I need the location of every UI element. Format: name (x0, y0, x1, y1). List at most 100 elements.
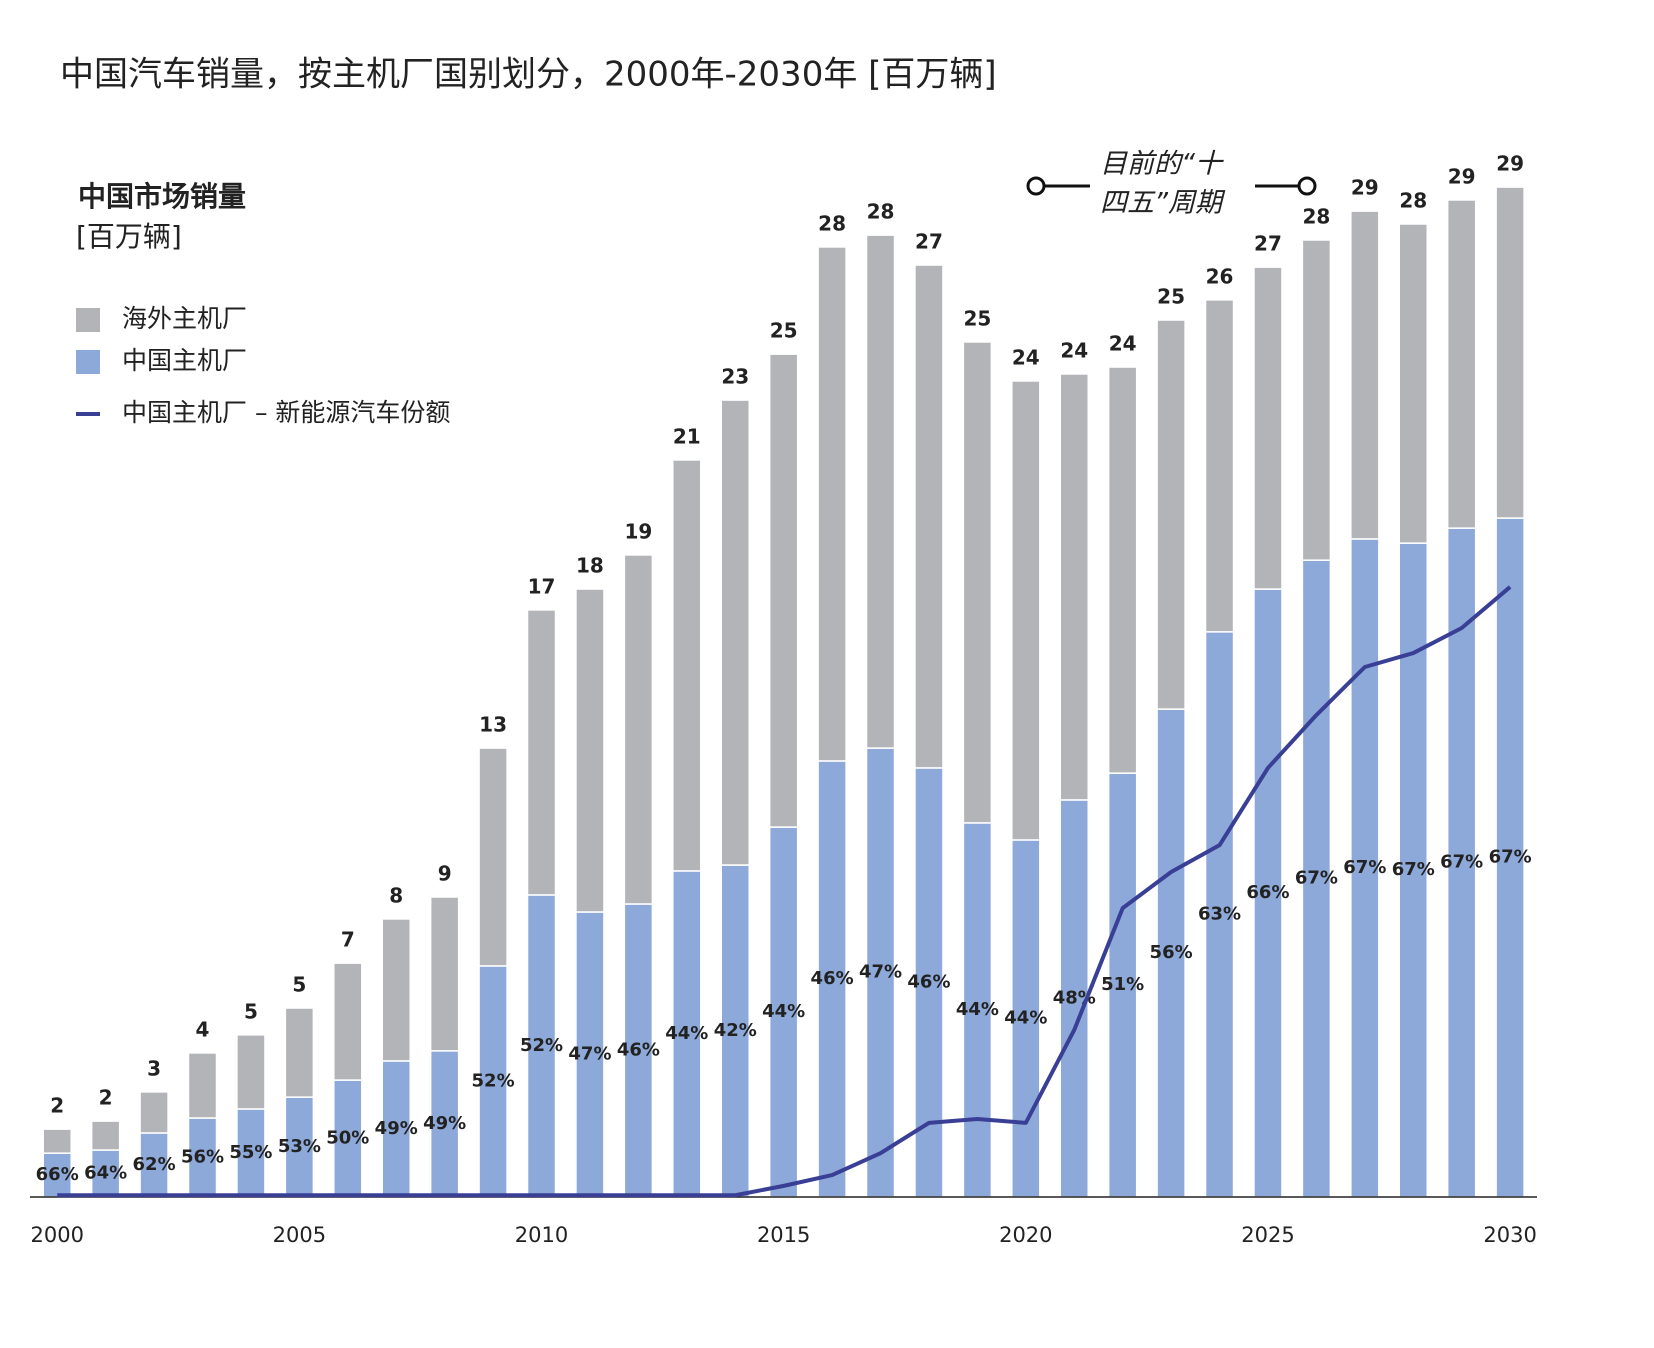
total-label: 24 (1109, 332, 1137, 356)
total-label: 25 (770, 319, 798, 343)
share-label: 44% (1004, 1007, 1047, 1028)
total-label: 9 (438, 862, 452, 886)
annotation-marker (1297, 176, 1317, 196)
share-label: 62% (133, 1154, 176, 1175)
total-label: 19 (624, 519, 652, 543)
bar-segment (623, 554, 654, 905)
total-label: 18 (576, 554, 604, 578)
share-label: 44% (956, 999, 999, 1020)
bar-segment (865, 747, 896, 1198)
share-label: 63% (1198, 903, 1241, 924)
total-label: 28 (818, 211, 846, 235)
annotation-text: 目前的“十 (1100, 149, 1224, 180)
share-label: 55% (229, 1142, 272, 1163)
total-label: 7 (341, 928, 355, 952)
total-label: 27 (1254, 232, 1282, 256)
bar-segment (1204, 631, 1235, 1198)
bar-segment (914, 264, 944, 769)
legend-label: 海外主机厂 (122, 304, 247, 333)
total-label: 24 (1012, 345, 1040, 369)
x-tick-label: 2030 (1483, 1223, 1536, 1247)
total-label: 29 (1351, 176, 1379, 200)
share-label: 46% (617, 1039, 660, 1060)
share-label: 47% (859, 962, 902, 983)
annotation-text: 四五”周期 (1100, 188, 1226, 219)
x-tick-label: 2000 (30, 1223, 83, 1247)
bar-segment (333, 1079, 363, 1198)
bar-segment (768, 353, 799, 828)
share-label: 52% (472, 1070, 515, 1091)
bar-segment (672, 459, 702, 872)
bar-segment (1398, 542, 1429, 1198)
bar-segment (817, 246, 847, 762)
legend-label: 中国主机厂 (122, 346, 247, 375)
total-label: 2 (50, 1094, 64, 1118)
total-label: 29 (1448, 164, 1476, 188)
x-tick-label: 2005 (273, 1223, 326, 1247)
x-tick-label: 2025 (1241, 1223, 1294, 1247)
bar-segment (623, 903, 654, 1198)
chart-title: 中国汽车销量，按主机厂国别划分，2000年-2030年 [百万辆] (60, 55, 997, 95)
bar-segment (817, 760, 847, 1198)
bar-segment (720, 864, 750, 1198)
bar-segment (1301, 239, 1332, 561)
total-label: 8 (389, 883, 403, 907)
share-label: 49% (375, 1118, 418, 1139)
bar-segment (187, 1052, 218, 1119)
bar-segment (1301, 559, 1332, 1198)
total-label: 5 (292, 973, 306, 997)
bar-segment (720, 399, 750, 866)
share-label: 46% (907, 971, 950, 992)
share-label: 50% (326, 1128, 369, 1149)
share-label: 67% (1343, 857, 1386, 878)
bar-segment (575, 911, 605, 1198)
share-label: 44% (665, 1023, 708, 1044)
total-label: 25 (1157, 285, 1185, 309)
share-label: 42% (714, 1020, 757, 1041)
bar-segment (236, 1034, 266, 1110)
share-label: 47% (568, 1043, 611, 1064)
legend-swatch (76, 308, 100, 332)
bar-segment (1253, 588, 1283, 1198)
bar-segment (381, 918, 411, 1062)
bar-segment (1253, 266, 1283, 590)
annotation: 目前的“十 四五”周期 (1026, 149, 1317, 219)
total-label: 27 (915, 230, 943, 254)
bar-segment (139, 1132, 169, 1198)
share-label: 64% (84, 1163, 127, 1184)
bar-segment (1446, 527, 1477, 1198)
annotation-marker (1026, 176, 1046, 196)
bar-segment (1398, 223, 1429, 544)
bar-segment (1350, 538, 1380, 1198)
bar-segment (914, 767, 944, 1198)
bar-segment (1446, 199, 1477, 529)
bar-segment (1495, 186, 1525, 519)
share-label: 67% (1489, 847, 1532, 868)
bar-segment (478, 747, 508, 967)
x-tick-label: 2020 (999, 1223, 1052, 1247)
total-label: 13 (479, 713, 507, 737)
total-label: 26 (1206, 264, 1234, 288)
total-label: 3 (147, 1056, 161, 1080)
share-label: 51% (1101, 974, 1144, 995)
bar-segment (575, 588, 605, 913)
x-tick-label: 2015 (757, 1223, 810, 1247)
bar-segment (1107, 366, 1138, 774)
line-series (57, 585, 1512, 1198)
total-label: 24 (1060, 338, 1088, 362)
subtitle: 中国市场销量 (78, 180, 246, 213)
unit: [百万辆] (76, 220, 182, 253)
bar-segment (1059, 373, 1089, 801)
share-label: 46% (811, 968, 854, 989)
bar-segment (962, 341, 993, 824)
bar-segment (865, 234, 896, 749)
bar-segment (1350, 210, 1380, 540)
share-label: 66% (36, 1164, 79, 1185)
bar-segment (1204, 299, 1235, 633)
total-label: 28 (867, 200, 895, 224)
share-label: 49% (423, 1113, 466, 1134)
total-label: 2 (99, 1086, 113, 1110)
bar-segment (962, 822, 993, 1198)
legend-swatch (76, 350, 100, 374)
